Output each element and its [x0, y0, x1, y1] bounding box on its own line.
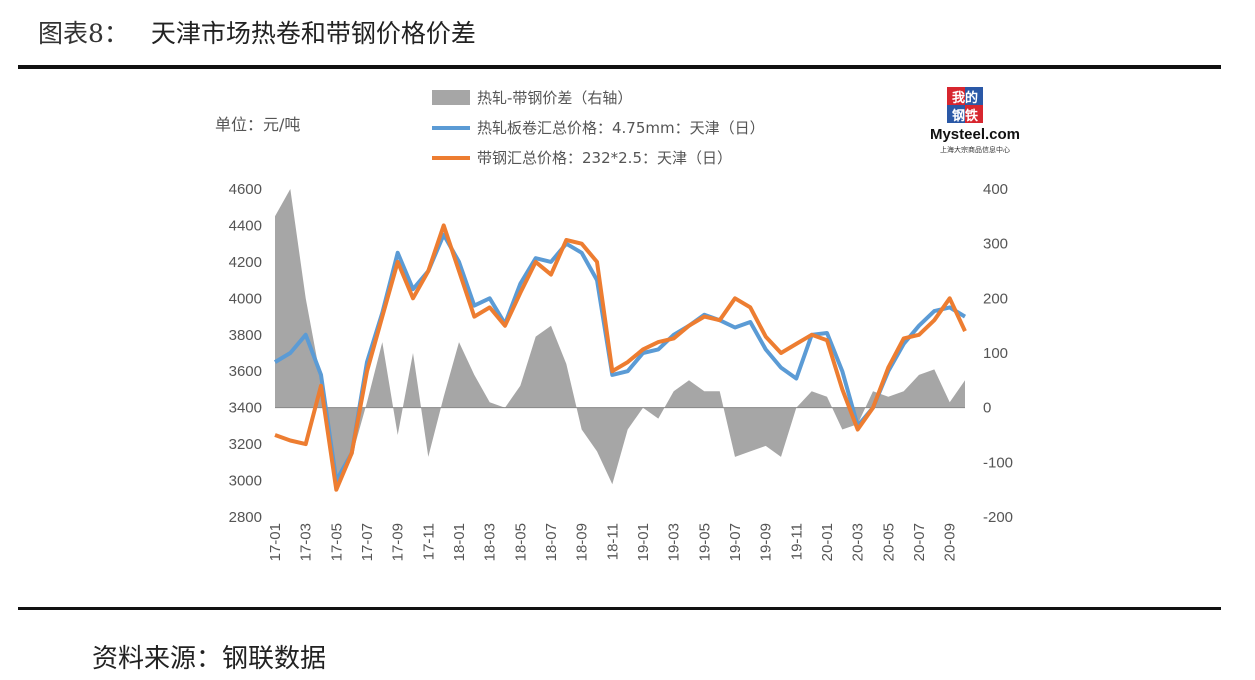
legend-label-hot-rolled: 热轧板卷汇总价格：4.75mm：天津（日） — [477, 119, 765, 137]
y2-tick-label: 400 — [983, 181, 1008, 198]
y-tick-label: 2800 — [229, 509, 262, 526]
x-tick-label: 19-05 — [696, 523, 713, 561]
logo-mark-top: 我的 — [952, 90, 978, 106]
x-tick-label: 20-07 — [911, 523, 928, 561]
legend-label-spread: 热轧-带钢价差（右轴） — [477, 89, 632, 107]
y-tick-label: 4000 — [229, 290, 262, 307]
figure-title: 天津市场热卷和带钢价格价差 — [150, 19, 476, 48]
strip-price-line — [274, 223, 967, 492]
bottom-rule — [18, 607, 1221, 610]
spread-area-series — [275, 189, 965, 485]
logo-tile-3 — [947, 105, 965, 123]
y-tick-label: 3200 — [229, 436, 262, 453]
figure-number: 图表8： — [38, 19, 129, 48]
y-tick-label: 3400 — [229, 400, 262, 417]
x-tick-label: 20-09 — [942, 523, 959, 561]
logo-tile-1 — [947, 87, 965, 105]
x-tick-label: 18-07 — [543, 523, 560, 561]
x-tick-label: 17-11 — [420, 523, 437, 560]
x-tick-label: 19-03 — [666, 523, 683, 561]
x-tick-label: 19-11 — [788, 523, 805, 560]
y-tick-label: 4600 — [229, 181, 262, 198]
x-tick-label: 18-05 — [512, 523, 529, 561]
y-tick-label: 3600 — [229, 363, 262, 380]
x-tick-label: 18-03 — [482, 523, 499, 561]
legend-label-strip: 带钢汇总价格：232*2.5：天津（日） — [477, 149, 732, 167]
logo-tile-2 — [965, 87, 983, 105]
y-tick-label: 4400 — [229, 217, 262, 234]
logo-tagline: 上海大宗商品信息中心 — [940, 145, 1010, 154]
x-tick-label: 17-09 — [390, 523, 407, 561]
chart: 单位：元/吨2800300032003400360038004000420044… — [215, 87, 1020, 561]
y-tick-label: 3000 — [229, 473, 262, 490]
y2-tick-label: 100 — [983, 345, 1008, 362]
x-tick-label: 18-01 — [451, 523, 468, 561]
y2-tick-label: 0 — [983, 400, 991, 417]
figure-title-row: 图表8： 天津市场热卷和带钢价格价差 — [38, 14, 476, 50]
y-tick-label: 3800 — [229, 327, 262, 344]
x-tick-label: 19-09 — [758, 523, 775, 561]
x-tick-label: 19-07 — [727, 523, 744, 561]
x-tick-label: 17-03 — [298, 523, 315, 561]
legend-swatch-spread — [432, 90, 470, 105]
x-tick-label: 17-07 — [359, 523, 376, 561]
logo-brand: Mysteel.com — [930, 126, 1020, 143]
top-rule — [18, 65, 1221, 69]
x-tick-label: 17-01 — [267, 523, 284, 561]
y2-tick-label: 200 — [983, 290, 1008, 307]
source-note: 资料来源：钢联数据 — [92, 644, 327, 674]
x-tick-label: 18-09 — [574, 523, 591, 561]
y2-tick-label: -100 — [983, 454, 1013, 471]
logo-mark-bottom: 钢铁 — [952, 108, 978, 124]
x-tick-label: 19-01 — [635, 523, 652, 561]
y2-tick-label: 300 — [983, 236, 1008, 253]
unit-label: 单位：元/吨 — [215, 115, 300, 134]
x-tick-label: 20-05 — [880, 523, 897, 561]
x-tick-label: 17-05 — [328, 523, 345, 561]
x-tick-label: 20-03 — [850, 523, 867, 561]
y2-tick-label: -200 — [983, 509, 1013, 526]
x-tick-label: 20-01 — [819, 523, 836, 561]
y-tick-label: 4200 — [229, 254, 262, 271]
x-tick-label: 18-11 — [604, 523, 621, 560]
logo-tile-4 — [965, 105, 983, 123]
